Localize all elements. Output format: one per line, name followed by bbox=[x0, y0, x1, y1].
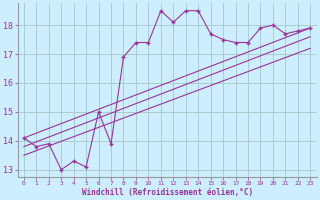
X-axis label: Windchill (Refroidissement éolien,°C): Windchill (Refroidissement éolien,°C) bbox=[82, 188, 253, 197]
